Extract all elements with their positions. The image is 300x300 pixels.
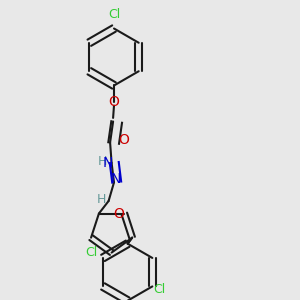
Text: O: O	[109, 95, 119, 109]
Text: H: H	[96, 193, 106, 206]
Text: N: N	[103, 156, 113, 170]
Text: Cl: Cl	[108, 8, 120, 21]
Text: H: H	[97, 155, 107, 168]
Text: Cl: Cl	[85, 246, 97, 259]
Text: O: O	[118, 133, 129, 146]
Text: O: O	[113, 206, 124, 220]
Text: Cl: Cl	[154, 283, 166, 296]
Text: N: N	[110, 172, 121, 186]
